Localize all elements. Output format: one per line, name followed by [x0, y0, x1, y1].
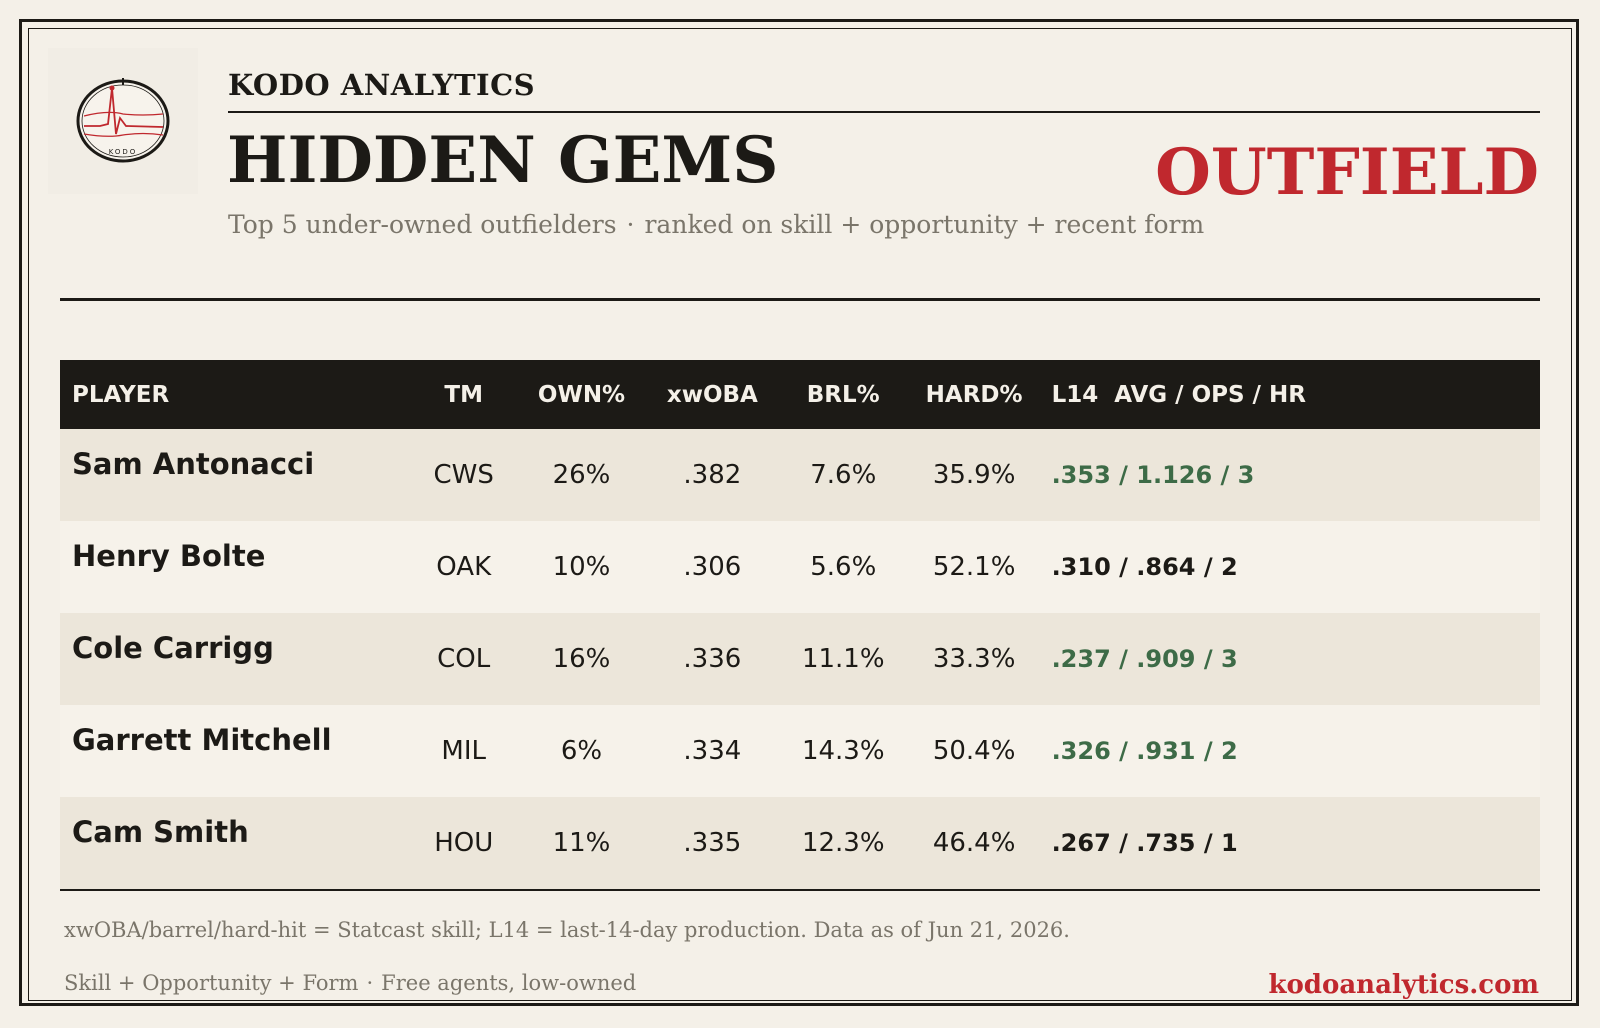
l14-cell: .353 / 1.126 / 3	[1039, 429, 1540, 521]
brand-name: KODO ANALYTICS	[228, 68, 536, 102]
hidden-gems-table: PLAYER TM OWN% xwOBA BRL% HARD% L14 AVG …	[60, 360, 1540, 889]
header-divider	[60, 298, 1540, 301]
player-cell: Garrett Mitchell	[60, 705, 412, 797]
brl-cell: 5.6%	[777, 521, 909, 613]
tagline-right: Free agents, low-owned	[381, 971, 637, 995]
col-header-own: OWN%	[516, 360, 647, 429]
brl-cell: 12.3%	[777, 797, 909, 889]
team-cell: MIL	[411, 705, 517, 797]
brand-divider	[228, 111, 1540, 113]
brl-cell: 7.6%	[777, 429, 909, 521]
page-title: HIDDEN GEMS	[227, 123, 779, 198]
col-header-team: TM	[411, 360, 517, 429]
table-row: Sam Antonacci CWS 26% .382 7.6% 35.9% .353 / 1…	[60, 429, 1540, 521]
col-header-xwoba: xwOBA	[646, 360, 778, 429]
player-cell: Henry Bolte	[60, 521, 412, 613]
hard-cell: 35.9%	[908, 429, 1040, 521]
kodo-logo: KODO	[48, 48, 198, 194]
website-link[interactable]: kodoanalytics.com	[1268, 970, 1539, 1000]
logo-icon: KODO	[76, 78, 170, 163]
col-header-player: PLAYER	[60, 360, 412, 429]
xwoba-cell: .336	[646, 613, 778, 705]
player-cell: Cam Smith	[60, 797, 412, 889]
l14-cell: .237 / .909 / 3	[1039, 613, 1540, 705]
player-cell: Sam Antonacci	[60, 429, 412, 521]
position-label: OUTFIELD	[1155, 135, 1539, 210]
xwoba-cell: .334	[646, 705, 778, 797]
team-cell: CWS	[411, 429, 517, 521]
brl-cell: 11.1%	[777, 613, 909, 705]
subtitle: Top 5 under-owned outfielders · ranked on …	[228, 210, 1204, 239]
subtitle-right: ranked on skill + opportunity + recent f…	[644, 210, 1205, 239]
hard-cell: 52.1%	[908, 521, 1040, 613]
col-header-brl: BRL%	[777, 360, 909, 429]
team-cell: OAK	[411, 521, 517, 613]
hard-cell: 50.4%	[908, 705, 1040, 797]
outer-frame	[19, 19, 1579, 1006]
own-cell: 6%	[516, 705, 647, 797]
tagline-separator: ·	[366, 971, 374, 995]
subtitle-left: Top 5 under-owned outfielders	[228, 210, 617, 239]
xwoba-cell: .382	[646, 429, 778, 521]
l14-cell: .310 / .864 / 2	[1039, 521, 1540, 613]
table-row: Cam Smith HOU 11% .335 12.3% 46.4% .267 / .735…	[60, 797, 1540, 889]
brl-cell: 14.3%	[777, 705, 909, 797]
own-cell: 16%	[516, 613, 647, 705]
table-row: Garrett Mitchell MIL 6% .334 14.3% 50.4% .326 …	[60, 705, 1540, 797]
team-cell: COL	[411, 613, 517, 705]
own-cell: 26%	[516, 429, 647, 521]
l14-cell: .326 / .931 / 2	[1039, 705, 1540, 797]
col-header-l14: L14 AVG / OPS / HR	[1039, 360, 1540, 429]
table-bottom-divider	[60, 889, 1540, 891]
l14-cell: .267 / .735 / 1	[1039, 797, 1540, 889]
table-row: Cole Carrigg COL 16% .336 11.1% 33.3% .237 / .…	[60, 613, 1540, 705]
logo-wordmark: KODO	[109, 148, 138, 156]
table-row: Henry Bolte OAK 10% .306 5.6% 52.1% .310 / .86…	[60, 521, 1540, 613]
xwoba-cell: .335	[646, 797, 778, 889]
hard-cell: 46.4%	[908, 797, 1040, 889]
footnote: xwOBA/barrel/hard-hit = Statcast skill; …	[64, 918, 1070, 942]
xwoba-cell: .306	[646, 521, 778, 613]
subtitle-separator: ·	[626, 210, 635, 239]
own-cell: 10%	[516, 521, 647, 613]
table-header-row: PLAYER TM OWN% xwOBA BRL% HARD% L14 AVG …	[60, 360, 1540, 429]
player-cell: Cole Carrigg	[60, 613, 412, 705]
team-cell: HOU	[411, 797, 517, 889]
tagline-left: Skill + Opportunity + Form	[64, 971, 359, 995]
own-cell: 11%	[516, 797, 647, 889]
tagline: Skill + Opportunity + Form · Free agents, …	[64, 971, 636, 995]
col-header-hard: HARD%	[908, 360, 1040, 429]
inner-frame	[28, 28, 1572, 1001]
hard-cell: 33.3%	[908, 613, 1040, 705]
